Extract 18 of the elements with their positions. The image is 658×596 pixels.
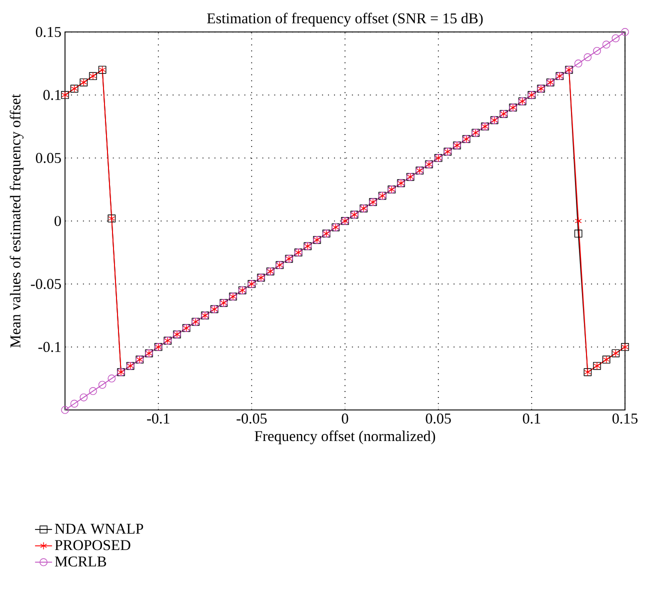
x-tick-label: 0.15 [612,414,638,424]
x-tick-label: -0.1 [147,414,170,424]
x-axis-title: Frequency offset (normalized) [254,430,436,444]
y-tick-label: 0 [54,216,61,226]
y-tick-label: 0.15 [36,26,61,38]
legend-label: PROPOSED [54,540,130,550]
x-tick-label: 0.05 [426,414,451,424]
y-tick-label: 0.05 [36,152,61,164]
y-axis-title: Mean values of estimated frequency offset [10,94,24,348]
legend-label: MCRLB [54,556,106,567]
y-tick-label: -0.05 [30,278,61,290]
x-tick-label: 0.1 [522,414,540,424]
legend-label: NDA WNALP [54,524,144,534]
y-tick-label: -0.1 [38,342,61,352]
x-tick-label: 0 [342,414,348,424]
y-tick-label: 0.1 [43,90,61,100]
x-tick-label: -0.05 [236,414,267,424]
chart-title: Estimation of frequency offset (SNR = 15 dB) [207,12,483,26]
